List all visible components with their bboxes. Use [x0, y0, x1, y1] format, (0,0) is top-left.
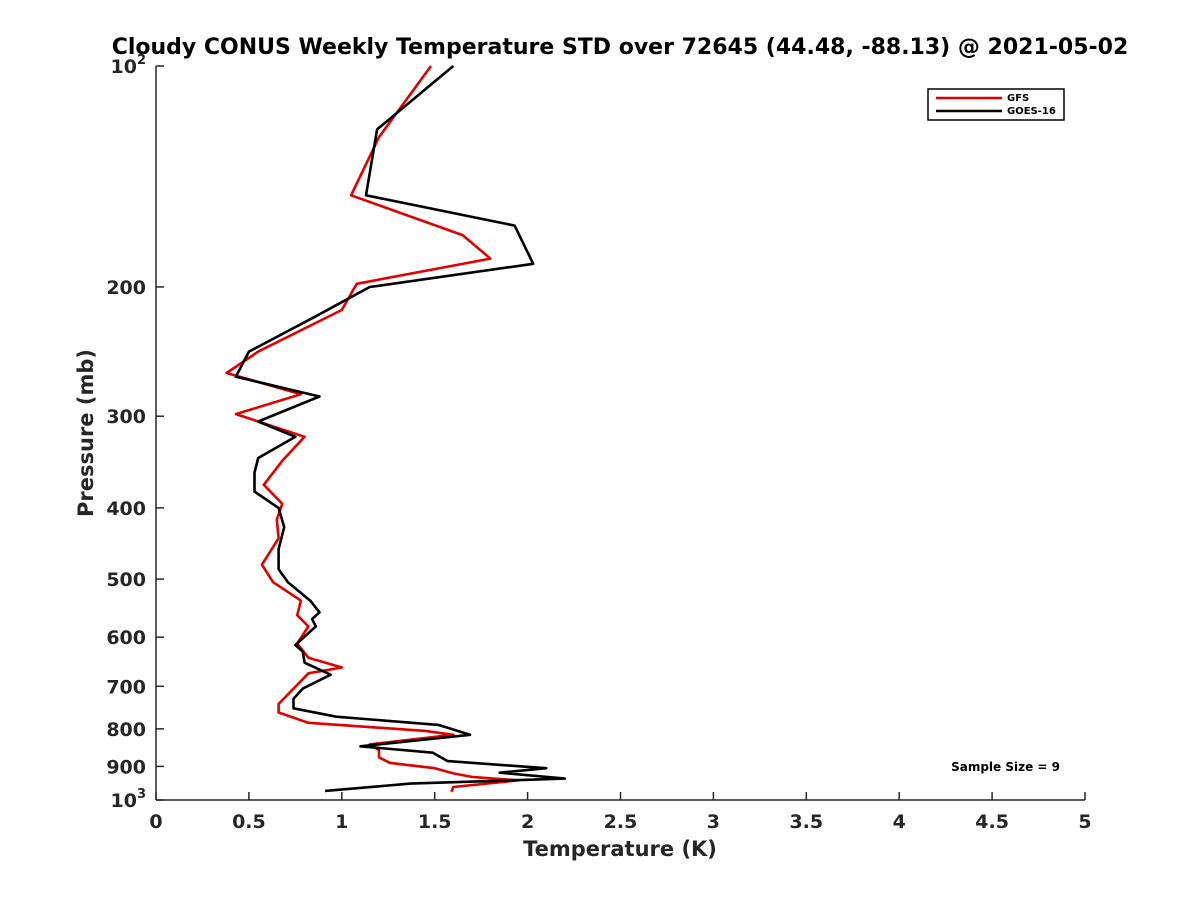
chart-title: Cloudy CONUS Weekly Temperature STD over… [112, 35, 1129, 60]
x-tick-label: 0.5 [232, 811, 266, 833]
x-tick-label: 5 [1078, 811, 1091, 833]
x-tick-label: 4 [893, 811, 906, 833]
x-tick-label: 0 [149, 811, 162, 833]
x-tick-label: 3.5 [789, 811, 823, 833]
x-tick-label: 1.5 [418, 811, 452, 833]
legend-label-goes16: GOES-16 [1007, 106, 1056, 117]
legend: GFS GOES-16 [927, 88, 1065, 121]
series-line-goes16 [234, 65, 567, 793]
y-tick-label: 102 [111, 53, 147, 78]
y-tick-base: 10 [111, 790, 137, 812]
x-tick-label: 3 [707, 811, 720, 833]
y-tick-exponent: 3 [137, 787, 146, 802]
series-layer [225, 65, 567, 793]
y-tick-label: 800 [106, 719, 146, 741]
x-tick-label: 1 [335, 811, 348, 833]
sample-size-annotation: Sample Size = 9 [951, 760, 1060, 774]
y-tick-label: 900 [106, 756, 146, 778]
y-tick-base: 10 [111, 56, 137, 78]
y-tick-label: 500 [106, 569, 146, 591]
x-tick-label: 2 [521, 811, 534, 833]
y-tick-label: 400 [106, 498, 146, 520]
x-tick-label: 4.5 [975, 811, 1009, 833]
y-tick-label: 700 [106, 676, 146, 698]
x-tick-label: 2.5 [604, 811, 638, 833]
y-tick-label: 300 [106, 406, 146, 428]
x-axis-label: Temperature (K) [523, 837, 717, 861]
series-line-gfs [225, 65, 520, 793]
legend-label-gfs: GFS [1007, 93, 1029, 104]
legend-box [927, 88, 1065, 121]
y-tick-exponent: 2 [137, 53, 146, 68]
y-axis-label: Pressure (mb) [74, 349, 98, 517]
y-tick-label: 200 [106, 277, 146, 299]
x-axis-ticks: 0 0.5 1 1.5 2 2.5 3 3.5 4 4.5 5 [149, 792, 1092, 833]
y-tick-label: 103 [111, 787, 147, 812]
y-tick-label: 600 [106, 627, 146, 649]
